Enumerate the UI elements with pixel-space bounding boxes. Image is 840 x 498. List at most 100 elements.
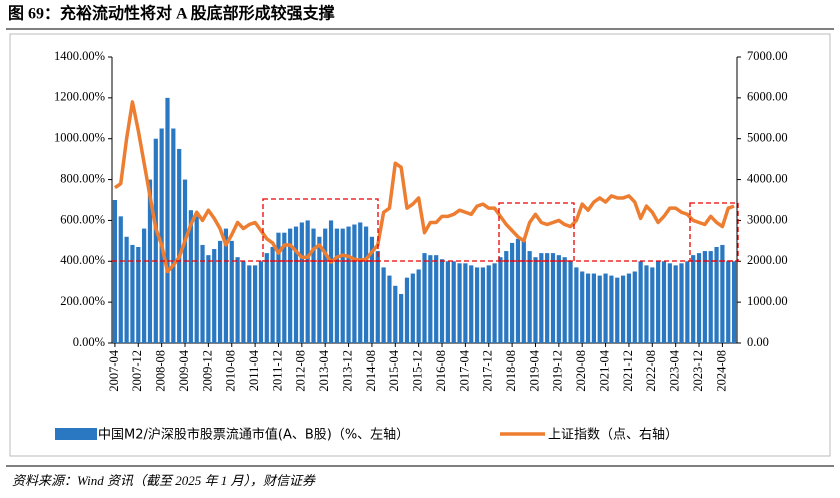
highlight-box (498, 202, 575, 262)
bar (229, 240, 234, 343)
x-tick-label: 2011-12 (270, 350, 284, 391)
line (113, 100, 735, 274)
bar (451, 261, 456, 343)
x-tick-label: 2014-08 (364, 350, 378, 392)
legend-label: 中国M2/沪深股市股票流通市值(A、B股)（%、左轴） (98, 427, 409, 443)
bar (206, 255, 211, 343)
bar (159, 128, 164, 343)
bar (510, 242, 515, 343)
bar (714, 246, 719, 343)
bar (247, 265, 252, 343)
x-tick-label: 2015-12 (411, 350, 425, 392)
bar (363, 226, 369, 343)
bar (416, 269, 421, 343)
bar (422, 253, 427, 343)
bar (130, 244, 135, 343)
y2-tick-label: 1000.00 (747, 294, 788, 308)
bar (305, 220, 310, 343)
x-tick-label: 2021-04 (597, 349, 611, 391)
x-tick-label: 2018-08 (504, 350, 518, 392)
chart-title: 图 69：充裕流动性将对 A 股底部形成较强支撑 (8, 4, 335, 23)
x-tick-label: 2012-08 (294, 350, 308, 392)
bar (550, 253, 556, 343)
x-tick-label: 2015-04 (387, 349, 401, 391)
bar (603, 273, 608, 343)
bar (650, 267, 655, 343)
y-tick-label: 400.00% (60, 253, 105, 267)
legend-swatch (55, 428, 97, 440)
x-tick-label: 2009-04 (177, 349, 191, 391)
bar (731, 261, 737, 343)
bar (171, 128, 176, 343)
bar (358, 222, 363, 343)
bar (545, 253, 550, 343)
bar (486, 265, 491, 343)
bar (480, 267, 486, 343)
bar (153, 138, 158, 343)
annotations (112, 198, 739, 262)
x-tick-label: 2024-08 (714, 350, 728, 392)
bar (340, 228, 345, 343)
bar (527, 251, 532, 343)
bar (346, 226, 351, 343)
bar (691, 255, 696, 343)
bar (217, 240, 223, 343)
bar (492, 263, 497, 343)
bar (597, 275, 602, 343)
bar (533, 257, 538, 343)
bar (626, 273, 632, 343)
bar (112, 200, 118, 343)
y-tick-label: 0.00% (73, 335, 105, 349)
bar (188, 210, 193, 343)
bar (445, 261, 450, 343)
x-tick-label: 2019-12 (551, 350, 565, 392)
y-tick-label: 1000.00% (54, 131, 105, 145)
bar (615, 277, 620, 343)
bar (258, 261, 264, 343)
bar (591, 273, 596, 343)
bar (393, 285, 398, 343)
bar (568, 261, 573, 343)
bar (276, 232, 281, 343)
bar (609, 275, 614, 343)
x-tick-label: 2017-04 (457, 349, 471, 391)
x-tick-label: 2016-08 (434, 350, 448, 392)
bar (521, 240, 526, 343)
y2-tick-label: 7000.00 (747, 49, 788, 63)
bar (410, 273, 415, 343)
y2-tick-label: 6000.00 (747, 90, 788, 104)
y-tick-label: 200.00% (60, 294, 105, 308)
bar (644, 265, 649, 343)
bar (439, 259, 445, 343)
x-tick-label: 2023-04 (668, 349, 682, 391)
bar (124, 236, 129, 343)
x-tick-label: 2017-12 (481, 350, 495, 392)
bar (352, 224, 357, 343)
bar (661, 261, 667, 343)
highlight-box (689, 202, 739, 262)
bar (299, 222, 304, 343)
bar (293, 226, 299, 343)
bar (142, 228, 147, 343)
x-tick-label: 2007-04 (107, 349, 121, 391)
x-tick-label: 2008-08 (154, 350, 168, 392)
y2-tick-label: 4000.00 (747, 171, 788, 185)
bar (463, 263, 468, 343)
bar (673, 265, 678, 343)
bar (498, 257, 503, 343)
bar (685, 261, 690, 343)
chart-frame (9, 33, 831, 457)
bar (620, 275, 626, 343)
bar (515, 238, 521, 343)
bar (264, 253, 269, 343)
bar (702, 251, 707, 343)
y-tick-label: 1400.00% (54, 49, 105, 63)
bar (270, 246, 275, 343)
bar (457, 263, 462, 343)
bar (632, 271, 637, 343)
bar (253, 265, 258, 343)
bar (474, 267, 480, 343)
x-tick-label: 2009-12 (200, 350, 214, 392)
bar (369, 236, 375, 343)
bar (580, 271, 585, 343)
